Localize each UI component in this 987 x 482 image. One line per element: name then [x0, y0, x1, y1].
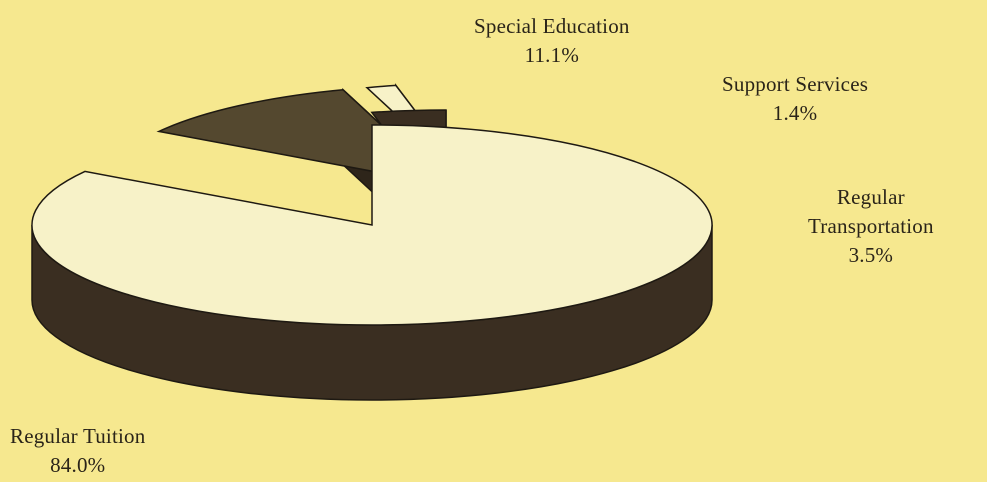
slice-top-regular-tuition — [31, 124, 713, 326]
label-special-education: Special Education 11.1% — [474, 12, 630, 70]
slice-name: Regular — [836, 185, 905, 209]
slice-name: Special Education — [474, 14, 630, 38]
slice-name-line2: Transportation — [808, 214, 934, 238]
slice-percent: 84.0% — [50, 453, 106, 477]
slice-name: Support Services — [722, 72, 869, 96]
slice-name: Regular Tuition — [10, 424, 146, 448]
slice-percent: 11.1% — [524, 43, 580, 67]
slice-percent: 1.4% — [772, 101, 818, 125]
label-regular-tuition: Regular Tuition 84.0% — [10, 422, 145, 480]
slice-percent: 3.5% — [848, 243, 894, 267]
pie-tops — [31, 84, 713, 326]
label-support-services: Support Services 1.4% — [722, 70, 868, 128]
label-regular-transportation: Regular Transportation 3.5% — [808, 183, 934, 270]
